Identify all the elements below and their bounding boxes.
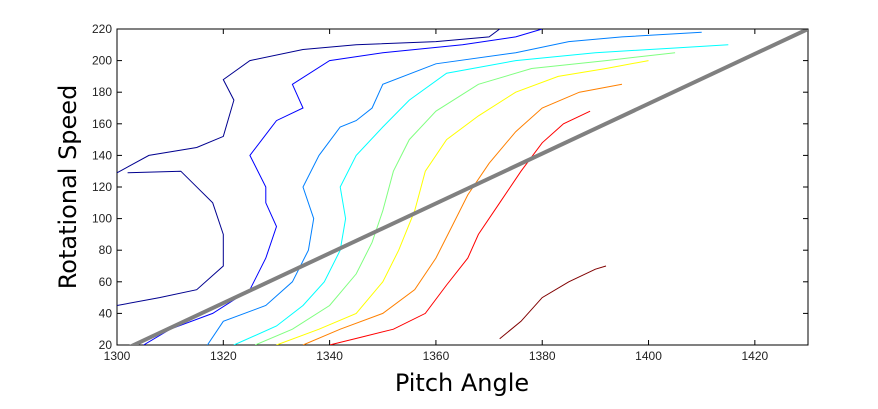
y-tick-label: 100 bbox=[92, 212, 112, 226]
contour-line-level-4 bbox=[233, 44, 729, 345]
contour-line-level-1 bbox=[117, 170, 224, 306]
y-axis-ticks: 20 40 60 80 100 120 140 160 180 200 220 bbox=[92, 22, 808, 352]
contour-line-level-6 bbox=[276, 60, 649, 345]
contour-line-level-8 bbox=[329, 110, 591, 345]
y-tick-label: 40 bbox=[99, 306, 113, 320]
contour-lines bbox=[117, 29, 729, 345]
y-tick-label: 60 bbox=[99, 275, 113, 289]
x-tick-label: 1420 bbox=[741, 349, 768, 363]
trend-line-layer bbox=[129, 29, 808, 345]
contour-line-level-9 bbox=[499, 265, 607, 340]
x-axis-title: Pitch Angle bbox=[395, 369, 529, 397]
contour-line-level-5 bbox=[255, 52, 676, 345]
contour-line-level-3 bbox=[206, 31, 702, 345]
x-axis-ticks: 1300 1320 1340 1360 1380 1400 1420 bbox=[104, 29, 769, 363]
y-tick-label: 80 bbox=[99, 243, 113, 257]
y-tick-label: 180 bbox=[92, 85, 112, 99]
x-tick-label: 1400 bbox=[635, 349, 662, 363]
y-axis-title: Rotational Speed bbox=[54, 85, 82, 290]
x-tick-label: 1360 bbox=[423, 349, 450, 363]
contour-line-level-7 bbox=[302, 83, 623, 345]
y-tick-label: 20 bbox=[99, 338, 113, 352]
trend-line bbox=[129, 29, 808, 345]
x-tick-label: 1300 bbox=[104, 349, 131, 363]
x-tick-label: 1340 bbox=[316, 349, 343, 363]
y-tick-label: 160 bbox=[92, 117, 112, 131]
y-tick-label: 120 bbox=[92, 180, 112, 194]
x-tick-label: 1320 bbox=[210, 349, 237, 363]
x-tick-label: 1380 bbox=[529, 349, 556, 363]
y-tick-label: 140 bbox=[92, 148, 112, 162]
contour-line-level-1 bbox=[117, 29, 500, 174]
y-tick-label: 220 bbox=[92, 22, 112, 36]
y-tick-label: 200 bbox=[92, 54, 112, 68]
